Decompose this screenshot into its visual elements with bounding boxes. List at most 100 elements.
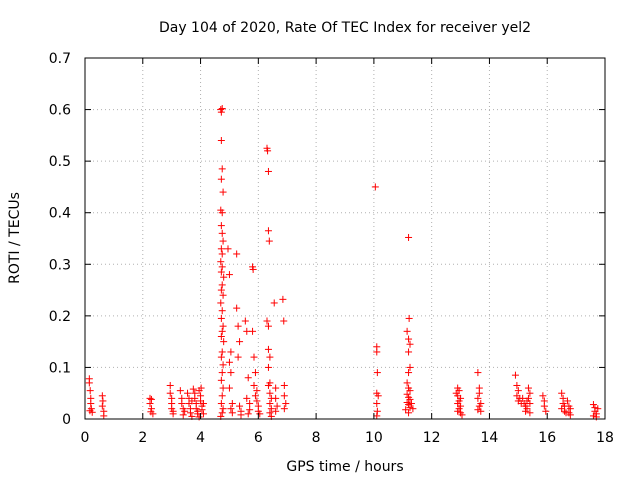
data-point	[241, 317, 249, 325]
data-point	[405, 348, 413, 356]
data-point	[406, 363, 414, 371]
y-tick-label: 0.3	[49, 257, 71, 273]
x-tick-label: 18	[596, 430, 614, 446]
data-point	[225, 271, 233, 279]
data-point	[540, 402, 548, 410]
data-point	[406, 340, 414, 348]
data-point	[217, 137, 225, 145]
x-tick-label: 6	[254, 430, 263, 446]
data-point	[513, 381, 521, 389]
data-point	[197, 384, 205, 392]
data-point	[526, 400, 534, 408]
grid-lines	[85, 58, 605, 419]
data-point	[244, 374, 252, 382]
data-point	[514, 387, 522, 395]
data-point	[371, 183, 379, 191]
data-point	[217, 258, 225, 266]
data-point	[272, 407, 280, 415]
data-point	[403, 379, 411, 387]
data-point	[186, 409, 194, 417]
data-point	[217, 222, 225, 230]
data-point	[563, 397, 571, 405]
data-point	[218, 263, 226, 271]
data-point	[474, 394, 482, 402]
data-point	[373, 407, 381, 415]
plot-frame	[84, 57, 606, 420]
data-point	[405, 369, 413, 377]
data-point	[279, 295, 287, 303]
data-point	[475, 402, 483, 410]
data-point	[246, 406, 254, 414]
data-point	[373, 369, 381, 377]
data-point	[149, 410, 157, 418]
data-point	[264, 167, 272, 175]
data-point	[228, 409, 236, 417]
data-point	[86, 407, 94, 415]
data-point	[166, 381, 174, 389]
y-tick-label: 0.1	[49, 360, 71, 376]
data-point	[475, 389, 483, 397]
data-point	[266, 389, 274, 397]
data-point	[228, 400, 236, 408]
data-point	[86, 387, 94, 395]
data-point	[217, 245, 225, 253]
data-point	[218, 209, 226, 217]
data-point	[176, 387, 184, 395]
data-point	[217, 299, 225, 307]
data-point	[217, 268, 225, 276]
data-point	[218, 327, 226, 335]
data-point	[280, 405, 288, 413]
data-point	[406, 387, 414, 395]
data-point	[87, 400, 95, 408]
data-point	[250, 353, 258, 361]
data-point	[265, 237, 273, 245]
data-point	[373, 400, 381, 408]
data-point	[218, 409, 226, 417]
data-point	[146, 400, 154, 408]
data-point	[219, 384, 227, 392]
data-point	[220, 273, 228, 281]
data-point	[566, 405, 574, 413]
data-point	[458, 411, 466, 419]
data-point	[224, 245, 232, 253]
data-point	[236, 338, 244, 346]
y-tick-label: 0	[62, 412, 71, 428]
data-point	[594, 405, 602, 413]
data-point	[403, 327, 411, 335]
data-point	[474, 406, 482, 414]
data-point	[227, 369, 235, 377]
data-point	[166, 389, 174, 397]
data-point	[199, 400, 207, 408]
data-point	[454, 407, 462, 415]
chart-title: Day 104 of 2020, Rate Of TEC Index for r…	[159, 20, 531, 36]
data-point	[218, 369, 226, 377]
data-point	[219, 188, 227, 196]
data-point	[179, 411, 187, 419]
tick-labels: 0 2 4 6 8 10 12 14 16 18 0 0.1 0.2 0.3 0.4 0.5 0.6 0.7	[49, 51, 614, 446]
data-point	[218, 281, 226, 289]
data-point	[249, 327, 257, 335]
data-point	[99, 397, 107, 405]
data-point	[218, 165, 226, 173]
data-point	[266, 353, 274, 361]
data-point	[244, 410, 252, 418]
data-point	[264, 147, 272, 155]
data-point	[234, 353, 242, 361]
data-point	[589, 401, 597, 409]
data-point	[406, 404, 414, 412]
x-tick-label: 16	[538, 430, 556, 446]
data-point	[280, 317, 288, 325]
data-point	[181, 407, 189, 415]
data-point	[178, 400, 186, 408]
data-point	[227, 348, 235, 356]
data-point	[100, 412, 108, 420]
y-tick-label: 0.7	[49, 51, 71, 67]
data-point	[407, 400, 415, 408]
data-point	[233, 250, 241, 258]
data-point	[526, 409, 534, 417]
data-point	[542, 407, 550, 415]
data-point	[264, 322, 272, 330]
data-point	[218, 348, 226, 356]
data-point	[566, 411, 574, 419]
